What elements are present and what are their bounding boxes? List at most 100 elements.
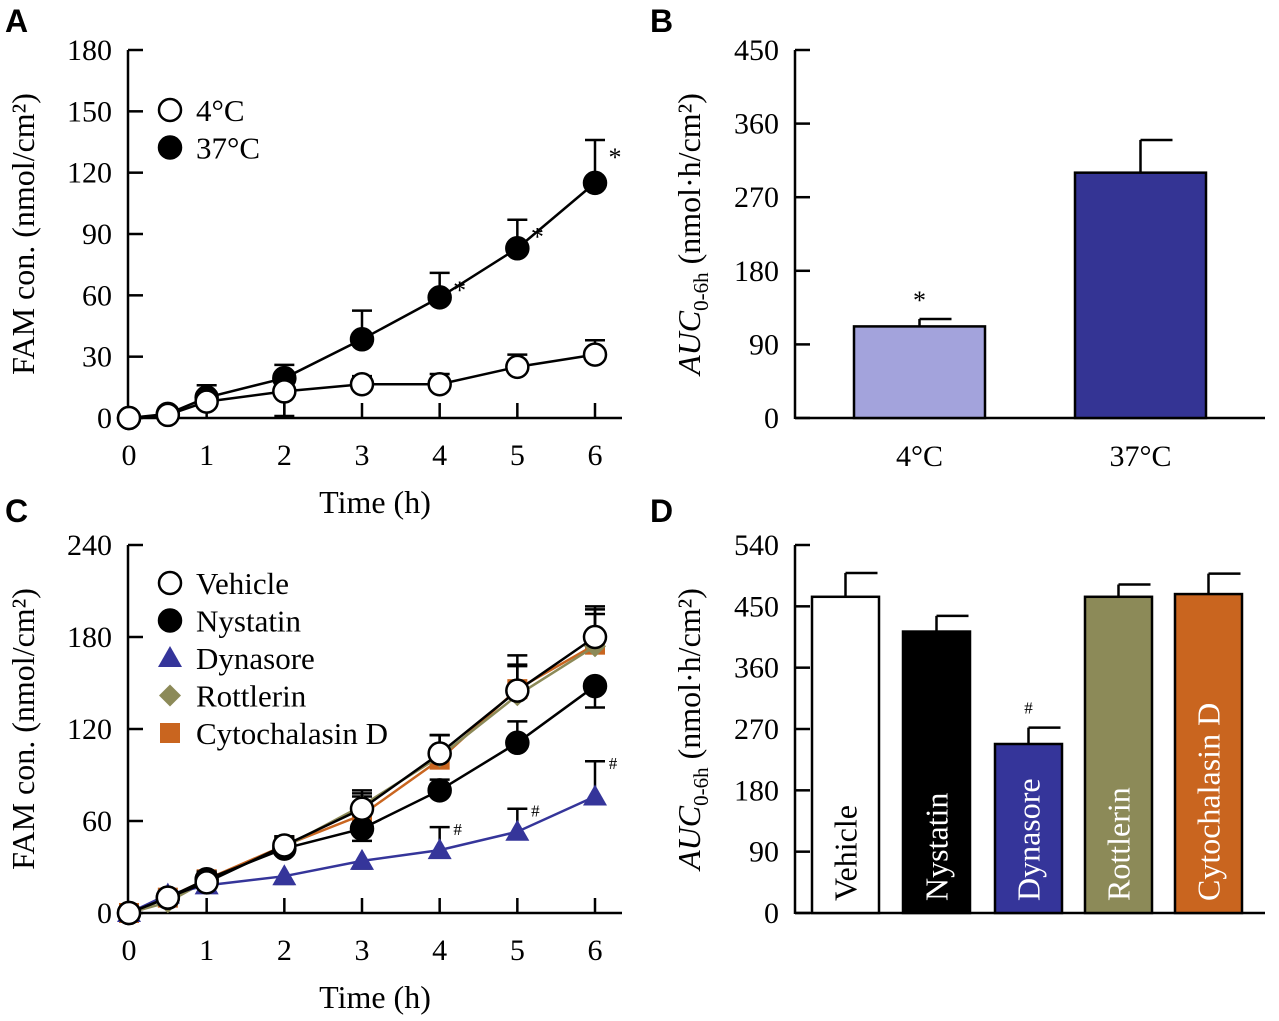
legend-marker xyxy=(158,646,182,667)
y-tick-label: 180 xyxy=(734,255,779,288)
bar-label: Dynasore xyxy=(1011,778,1047,901)
y-tick-label: 60 xyxy=(82,279,112,312)
x-tick-label: 5 xyxy=(510,439,525,472)
y-tick-label: 270 xyxy=(734,713,779,746)
significance-mark: # xyxy=(531,802,540,821)
data-point xyxy=(349,372,375,397)
x-tick-label: 37°C xyxy=(1109,440,1171,473)
significance-mark: * xyxy=(609,143,622,172)
bar-rottlerin: Rottlerin xyxy=(1083,583,1154,915)
data-point xyxy=(505,678,530,703)
data-point xyxy=(155,885,181,910)
x-tick-label: 3 xyxy=(355,934,370,967)
data-point xyxy=(427,778,452,803)
data-point xyxy=(582,624,608,650)
x-tick-label: 6 xyxy=(588,439,603,472)
panel-d-bar-chart: 0 90 180 270 360 450 540 AUC0-6h (nmol·h/cm²) Ve… xyxy=(671,529,1265,930)
y-tick-label: 360 xyxy=(734,652,779,685)
y-tick-label: 30 xyxy=(82,341,112,374)
significance-mark: # xyxy=(609,754,618,773)
x-tick-label: 0 xyxy=(122,934,137,967)
y-axis-title-main: AUC xyxy=(671,310,707,377)
y-axis-title: AUC0-6h (nmol·h/cm²) xyxy=(671,93,713,377)
y-tick-label: 90 xyxy=(749,328,779,361)
bar xyxy=(1173,592,1244,915)
bar xyxy=(810,595,881,915)
legend-marker xyxy=(159,684,181,707)
y-tick-label: 0 xyxy=(764,897,779,930)
y-tick-label: 0 xyxy=(97,897,112,930)
significance-mark: * xyxy=(913,286,926,315)
panel-label-c: C xyxy=(5,493,28,529)
data-point xyxy=(350,848,374,870)
legend-marker xyxy=(157,570,183,596)
data-point xyxy=(194,389,219,414)
y-tick-label: 180 xyxy=(67,621,112,654)
y-tick-label: 180 xyxy=(734,774,779,807)
x-tick-label: 2 xyxy=(277,439,292,472)
data-point xyxy=(505,730,530,756)
significance-mark: # xyxy=(453,820,462,839)
y-tick-label: 120 xyxy=(67,713,112,746)
legend-label: 37°C xyxy=(196,131,260,166)
data-point xyxy=(582,342,608,367)
y-axis-title-main: AUC xyxy=(671,805,707,872)
series-vehicle xyxy=(116,605,608,926)
data-point xyxy=(349,327,375,352)
data-point xyxy=(427,372,452,397)
x-tick-label: 4 xyxy=(432,934,447,967)
data-point xyxy=(582,673,608,699)
data-point xyxy=(116,405,142,431)
legend-label: 4°C xyxy=(196,93,245,128)
legend-label: Vehicle xyxy=(196,566,289,601)
y-axis-title-unit: (nmol·h/cm²) xyxy=(671,93,707,272)
data-point xyxy=(582,170,608,196)
x-axis-title: Time (h) xyxy=(319,484,431,520)
bar-dynasore: # Dynasore xyxy=(993,699,1064,915)
y-tick-label: 150 xyxy=(67,95,112,128)
data-point xyxy=(155,402,181,428)
data-point xyxy=(349,796,375,821)
panel-label-d: D xyxy=(650,493,673,529)
data-point xyxy=(194,870,219,895)
y-axis-title-unit: (nmol·h/cm²) xyxy=(671,588,707,767)
significance-mark: * xyxy=(453,276,466,305)
x-tick-label: 6 xyxy=(588,934,603,967)
series-cytochalasin-d xyxy=(119,612,605,923)
x-tick-label: 4 xyxy=(432,439,447,472)
legend-label: Dynasore xyxy=(196,641,315,676)
y-tick-label: 450 xyxy=(734,590,779,623)
series-rottlerin xyxy=(118,608,606,924)
bar-label: Cytochalasin D xyxy=(1191,703,1227,901)
y-tick-label: 270 xyxy=(734,181,779,214)
bar-37-c: 37°C xyxy=(1073,138,1208,473)
bar xyxy=(1073,171,1208,420)
x-tick-label: 2 xyxy=(277,934,292,967)
bar xyxy=(852,325,987,420)
y-axis-title: FAM con. (nmol/cm²) xyxy=(5,588,41,870)
bar xyxy=(1083,595,1154,915)
legend-marker xyxy=(157,97,183,123)
bar-label: Nystatin xyxy=(919,793,955,901)
x-tick-label: 3 xyxy=(355,439,370,472)
x-tick-label: 1 xyxy=(199,934,214,967)
legend-label: Cytochalasin D xyxy=(196,716,388,751)
data-point xyxy=(272,864,297,886)
y-tick-label: 90 xyxy=(749,836,779,869)
bar-label: Vehicle xyxy=(828,805,864,901)
bar xyxy=(993,742,1064,915)
legend-marker xyxy=(157,135,183,160)
series-4-c xyxy=(116,339,608,431)
x-tick-label: 1 xyxy=(199,439,214,472)
x-axis-title: Time (h) xyxy=(319,979,431,1015)
y-axis-title: AUC0-6h (nmol·h/cm²) xyxy=(671,588,713,872)
y-tick-label: 360 xyxy=(734,108,779,141)
bar-label: Rottlerin xyxy=(1101,787,1137,901)
y-tick-label: 540 xyxy=(734,529,779,562)
data-point xyxy=(505,819,530,841)
significance-mark: * xyxy=(531,223,544,252)
x-tick-label: 4°C xyxy=(896,440,943,473)
y-tick-label: 180 xyxy=(67,34,112,67)
bar-cytochalasin-d: Cytochalasin D xyxy=(1173,572,1244,915)
y-axis-title-subscript: 0-6h xyxy=(689,272,713,311)
